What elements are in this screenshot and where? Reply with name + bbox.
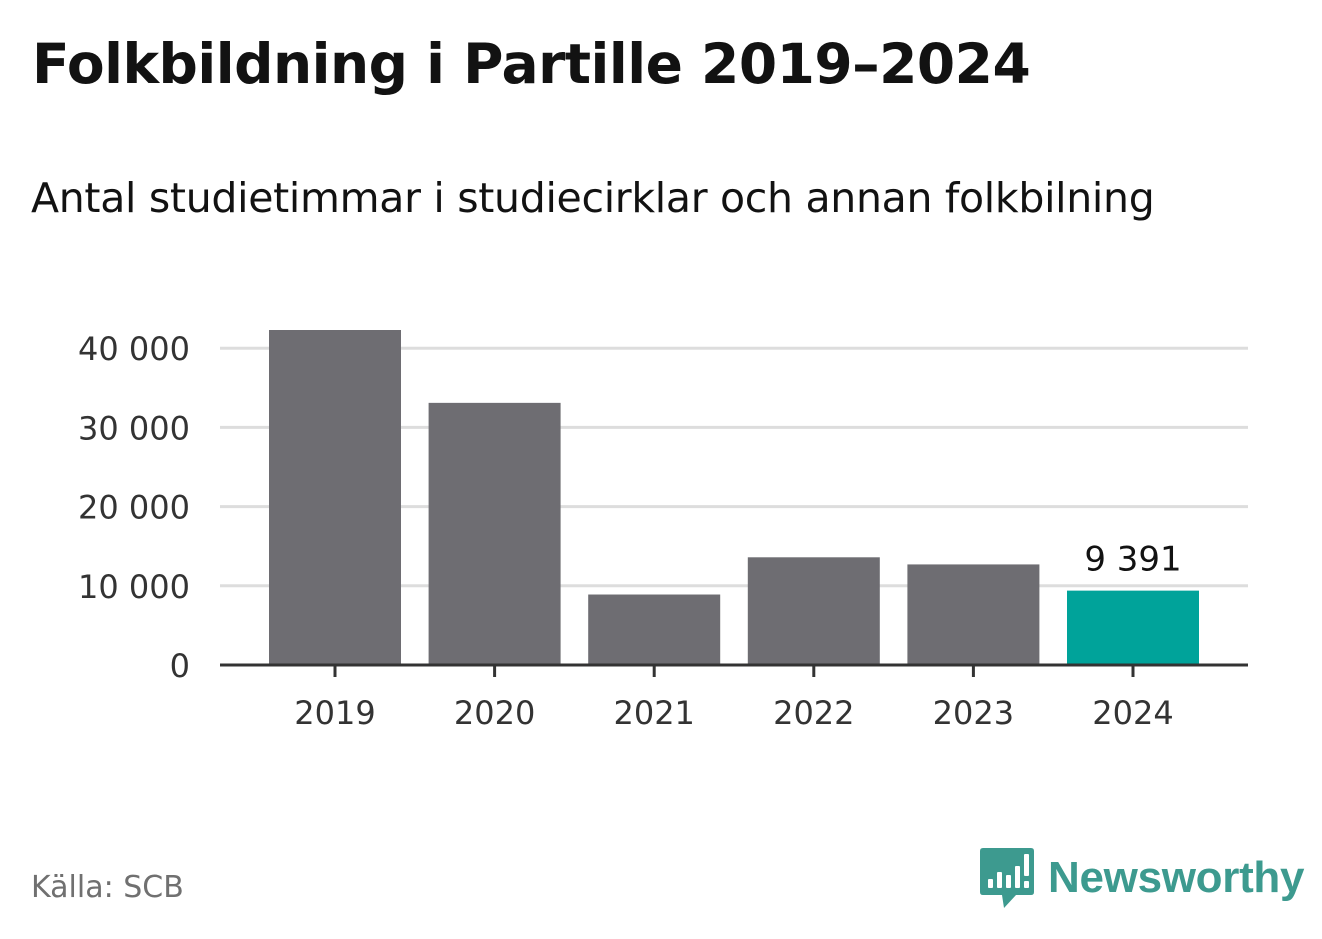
x-tick-label: 2020 bbox=[454, 694, 535, 732]
y-tick-label: 20 000 bbox=[78, 489, 190, 527]
y-tick-label: 0 bbox=[170, 647, 190, 685]
labels: 0 10 000 20 000 30 000 40 000 2019 2020 2021 202… bbox=[78, 330, 1182, 732]
x-tick-label: 2024 bbox=[1092, 694, 1173, 732]
y-tick-label: 10 000 bbox=[78, 568, 190, 606]
data-label: 9 391 bbox=[1084, 540, 1181, 580]
bar-2021 bbox=[588, 594, 721, 665]
bar-2019 bbox=[269, 330, 401, 665]
x-tick-label: 2019 bbox=[294, 694, 375, 732]
bar-chart-speech-bubble-icon bbox=[980, 848, 1034, 908]
y-tick-label: 40 000 bbox=[78, 330, 190, 368]
bar-2022 bbox=[747, 557, 880, 665]
source-note: Källa: SCB bbox=[31, 870, 184, 905]
x-tick-label: 2022 bbox=[773, 694, 854, 732]
bar-2024 bbox=[1067, 590, 1199, 665]
bars bbox=[269, 330, 1199, 665]
axes bbox=[220, 663, 1248, 677]
bar-2020 bbox=[428, 402, 561, 665]
brand-name: Newsworthy bbox=[1048, 853, 1305, 902]
bar-2023 bbox=[907, 564, 1040, 665]
brand-logo: Newsworthy bbox=[980, 848, 1304, 908]
y-tick-label: 30 000 bbox=[78, 409, 190, 447]
chart-subtitle: Antal studietimmar i studiecirklar och a… bbox=[31, 174, 1155, 222]
x-tick-label: 2023 bbox=[933, 694, 1014, 732]
chart-title: Folkbildning i Partille 2019–2024 bbox=[32, 32, 1031, 96]
x-tick-label: 2021 bbox=[613, 694, 694, 732]
